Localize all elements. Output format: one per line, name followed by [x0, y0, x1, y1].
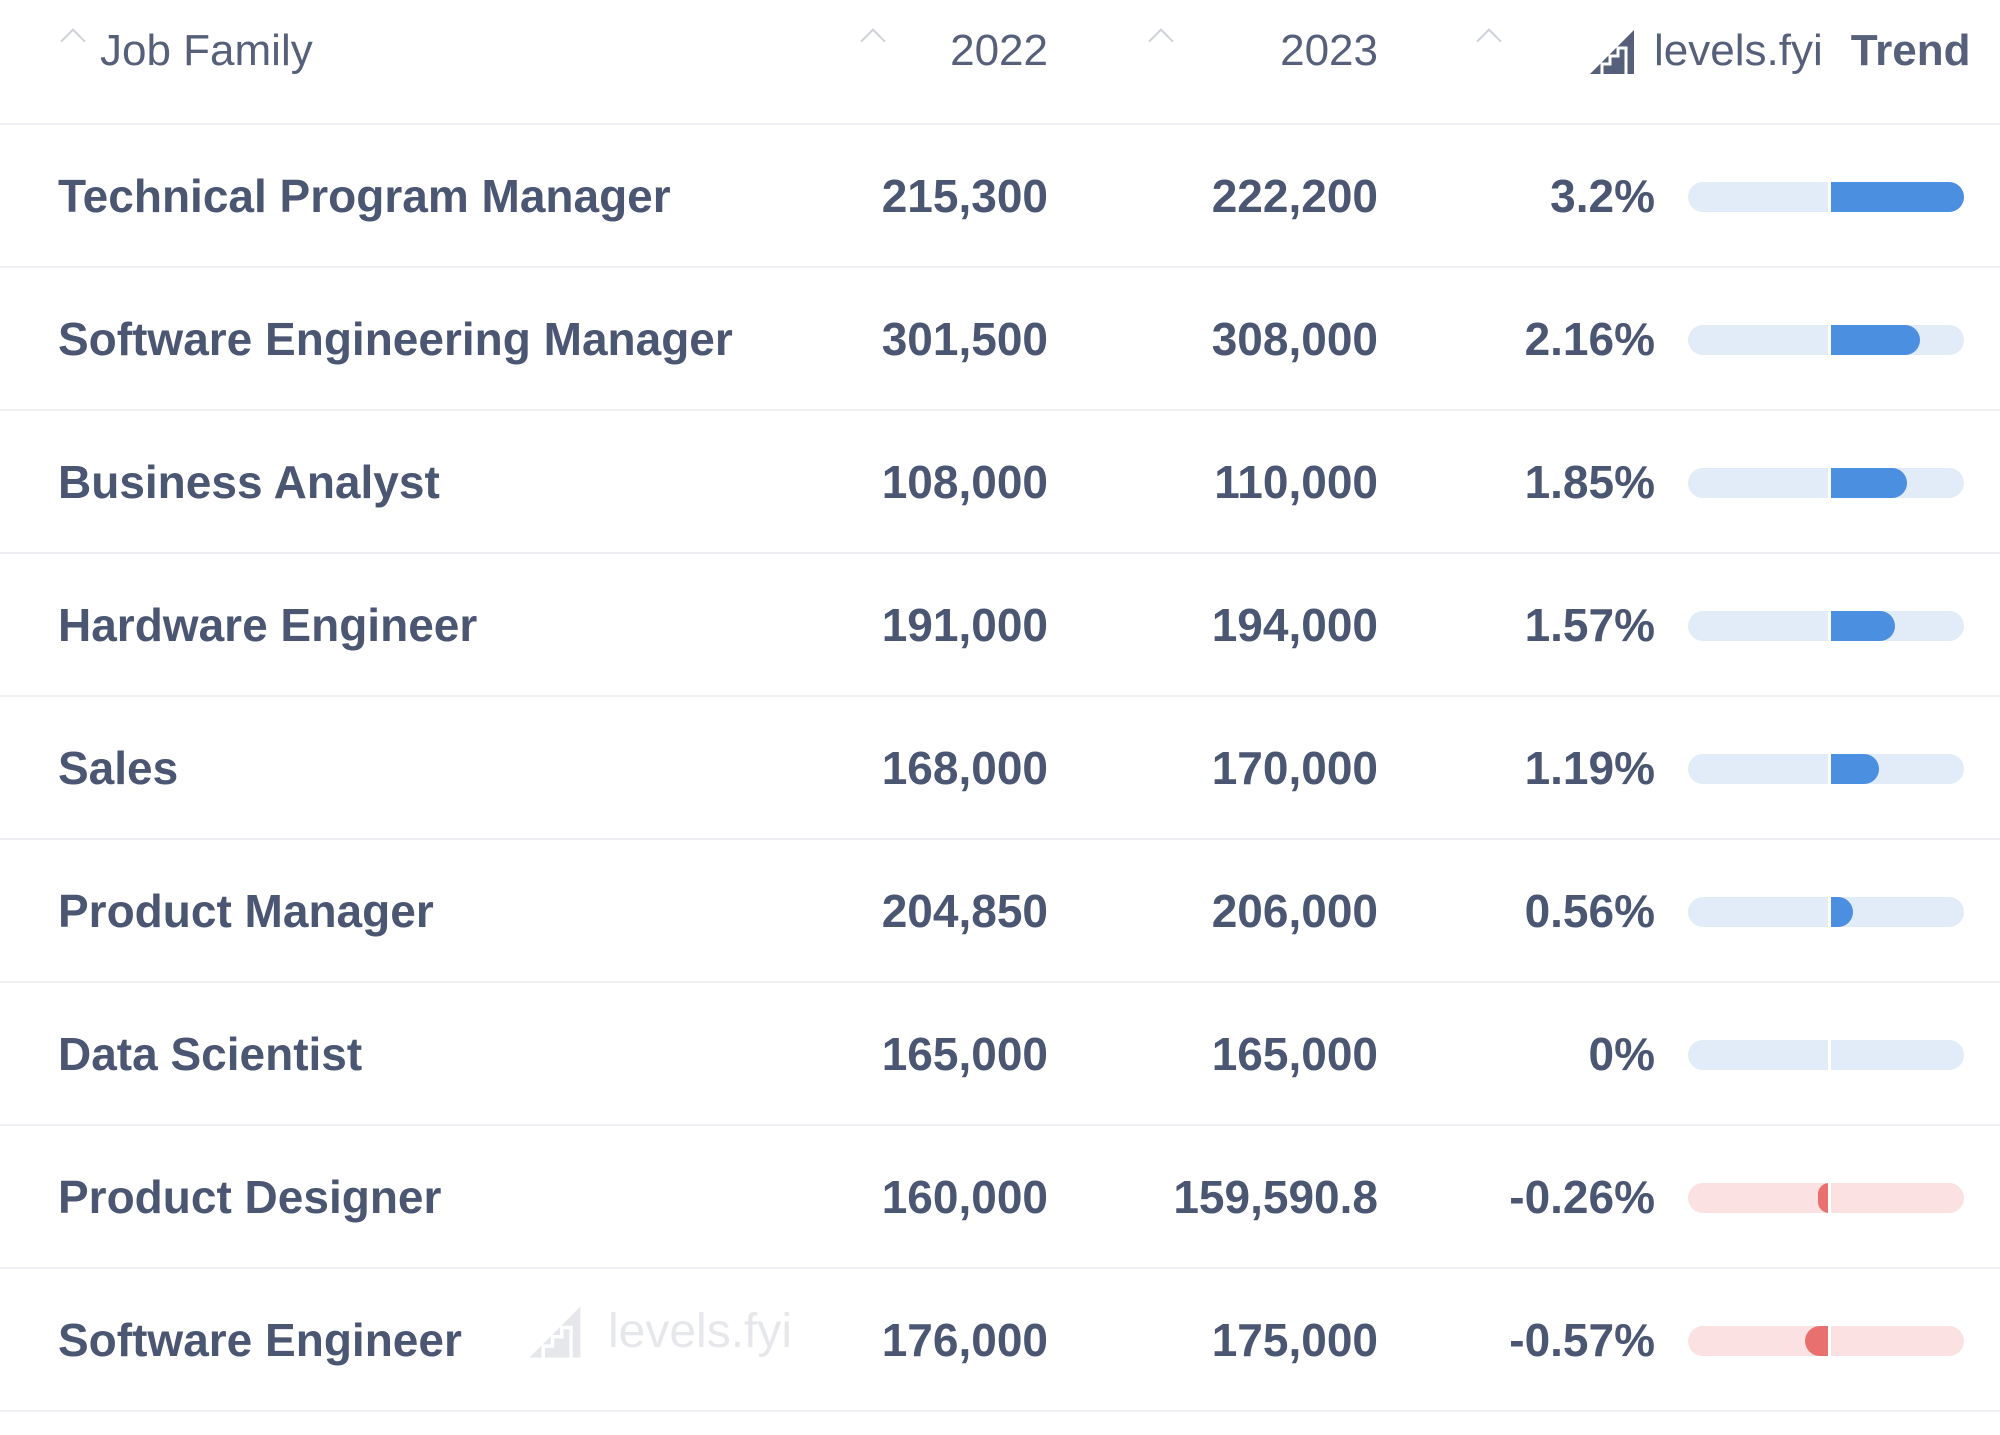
trend-bar-center: [1828, 1183, 1831, 1213]
job-family-name: Software Engineer: [58, 1314, 462, 1366]
value-2023: 194,000: [1211, 599, 1378, 651]
header-trend[interactable]: Trend: [1850, 26, 1971, 75]
header-year-2023[interactable]: 2023: [1280, 26, 1378, 75]
value-2023: 175,000: [1211, 1314, 1378, 1366]
value-2023: 165,000: [1211, 1028, 1378, 1080]
trend-bar-center: [1828, 754, 1831, 784]
trend-percent: -0.26%: [1509, 1171, 1655, 1223]
table-row[interactable]: Technical Program Manager 215,300 222,200 3…: [0, 125, 2000, 268]
trend-bar-center: [1828, 325, 1831, 355]
job-family-name: Sales: [58, 742, 179, 794]
value-2023: 159,590.8: [1173, 1171, 1378, 1223]
value-2023: 308,000: [1211, 313, 1378, 365]
trend-percent: 1.19%: [1524, 742, 1655, 794]
trend-bar-center: [1828, 611, 1831, 641]
trend-bar-fill: [1829, 897, 1853, 927]
trend-bar-fill: [1829, 182, 1964, 212]
trend-bar-fill: [1829, 611, 1896, 641]
trend-bar-track: [1688, 1183, 1964, 1213]
value-2023: 222,200: [1211, 170, 1378, 222]
value-2022: 168,000: [881, 742, 1048, 794]
table-body: Technical Program Manager 215,300 222,200 3…: [0, 125, 2000, 1412]
trend-percent: 2.16%: [1524, 313, 1655, 365]
job-family-name: Data Scientist: [58, 1028, 363, 1080]
trend-bar-center: [1828, 1326, 1831, 1356]
trend-bar-track: [1688, 182, 1964, 212]
sort-caret-icon[interactable]: [860, 28, 886, 54]
trend-bar-track: [1688, 1326, 1964, 1356]
levels-fyi-logo: levels.fyi Trend: [1588, 26, 1971, 76]
trend-bar-fill: [1829, 468, 1908, 498]
value-2023: 170,000: [1211, 742, 1378, 794]
trend-bar-center: [1828, 897, 1831, 927]
trend-bar-center: [1828, 182, 1831, 212]
trend-bar-track: [1688, 897, 1964, 927]
trend-bar-track: [1688, 325, 1964, 355]
table-header: Job Family 2022 2023 levels.fyi Trend: [0, 0, 2000, 125]
value-2022: 215,300: [881, 170, 1048, 222]
job-family-name: Product Manager: [58, 885, 434, 937]
job-family-name: Business Analyst: [58, 456, 440, 508]
trend-bar-fill: [1804, 1326, 1829, 1356]
table-row[interactable]: Software Engineer 176,000 175,000 -0.57%: [0, 1269, 2000, 1412]
levels-fyi-watermark-icon: [529, 1306, 581, 1358]
value-2022: 108,000: [881, 456, 1048, 508]
watermark-text: levels.fyi: [608, 1304, 793, 1358]
levels-fyi-watermark: levels.fyi: [526, 1302, 792, 1360]
table-row[interactable]: Software Engineering Manager 301,500 308,0…: [0, 268, 2000, 411]
value-2023: 110,000: [1214, 456, 1378, 508]
value-2022: 204,850: [881, 885, 1048, 937]
trend-percent: 1.57%: [1524, 599, 1655, 651]
trend-percent: 3.2%: [1550, 170, 1655, 222]
header-year-2022[interactable]: 2022: [950, 26, 1048, 75]
trend-bar-fill: [1829, 754, 1880, 784]
value-2022: 191,000: [881, 599, 1048, 651]
value-2022: 176,000: [881, 1314, 1048, 1366]
trend-percent: 1.85%: [1524, 456, 1655, 508]
trend-percent: -0.57%: [1509, 1314, 1655, 1366]
trend-bar-track: [1688, 754, 1964, 784]
trend-bar-center: [1828, 1040, 1831, 1070]
header-job-family[interactable]: Job Family: [100, 26, 313, 75]
job-family-name: Technical Program Manager: [58, 170, 671, 222]
table-row[interactable]: Product Designer 160,000 159,590.8 -0.26%: [0, 1126, 2000, 1269]
trend-bar-fill: [1818, 1183, 1829, 1213]
trend-bar-center: [1828, 468, 1831, 498]
table-row[interactable]: Business Analyst 108,000 110,000 1.85%: [0, 411, 2000, 554]
logo-text: levels.fyi: [1654, 26, 1823, 75]
trend-bar-track: [1688, 611, 1964, 641]
value-2022: 165,000: [881, 1028, 1048, 1080]
trend-bar-track: [1688, 468, 1964, 498]
trend-bar-fill: [1829, 325, 1921, 355]
value-2022: 301,500: [881, 313, 1048, 365]
value-2023: 206,000: [1211, 885, 1378, 937]
table-row[interactable]: Product Manager 204,850 206,000 0.56%: [0, 840, 2000, 983]
table-row[interactable]: Hardware Engineer 191,000 194,000 1.57%: [0, 554, 2000, 697]
sort-caret-icon[interactable]: [1476, 28, 1502, 54]
trend-percent: 0%: [1588, 1028, 1655, 1080]
value-2022: 160,000: [881, 1171, 1048, 1223]
table-row[interactable]: Sales 168,000 170,000 1.19%: [0, 697, 2000, 840]
sort-caret-icon[interactable]: [60, 28, 86, 54]
job-family-name: Hardware Engineer: [58, 599, 478, 651]
trend-bar-track: [1688, 1040, 1964, 1070]
levels-fyi-logo-icon: [1590, 30, 1634, 74]
sort-caret-icon[interactable]: [1148, 28, 1174, 54]
job-family-name: Product Designer: [58, 1171, 442, 1223]
table-row[interactable]: Data Scientist 165,000 165,000 0%: [0, 983, 2000, 1126]
job-family-name: Software Engineering Manager: [58, 313, 733, 365]
trend-percent: 0.56%: [1524, 885, 1655, 937]
